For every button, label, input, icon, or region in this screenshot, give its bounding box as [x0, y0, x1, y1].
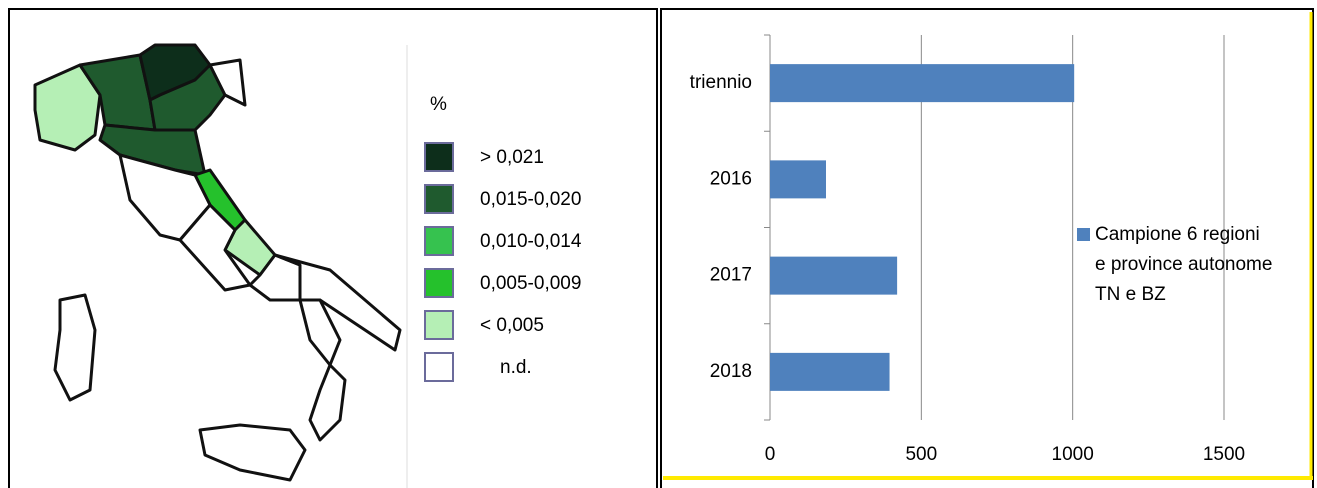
x-tick-label: 500 — [905, 444, 937, 465]
legend-label: 0,015-0,020 — [480, 189, 581, 210]
legend-swatch — [424, 226, 454, 256]
legend-title: % — [430, 94, 447, 115]
legend-label: Campione 6 regioni e province autonome T… — [1095, 224, 1273, 305]
legend-label: n.d. — [500, 357, 532, 378]
map — [33, 43, 402, 482]
bar — [770, 64, 1075, 103]
legend-swatch — [424, 268, 454, 298]
legend-label: 0,010-0,014 — [480, 231, 582, 252]
y-tick-label: 2017 — [710, 265, 752, 286]
x-tick-label: 1500 — [1203, 444, 1245, 465]
legend-swatch — [1077, 228, 1090, 241]
legend-label: > 0,021 — [480, 147, 544, 168]
bar — [770, 256, 898, 295]
region — [148, 63, 227, 132]
region — [178, 203, 252, 292]
legend-label: 0,005-0,009 — [480, 273, 581, 294]
region — [208, 58, 247, 107]
bar — [770, 160, 826, 199]
region — [308, 363, 347, 442]
legend-swatch — [424, 184, 454, 214]
region — [298, 298, 342, 367]
legend-label: < 0,005 — [480, 315, 544, 336]
bar — [770, 352, 890, 391]
legend-swatch — [424, 310, 454, 340]
right-panel — [660, 8, 1314, 488]
left-panel — [8, 8, 658, 488]
y-tick-label: triennio — [690, 72, 752, 93]
legend-swatch — [424, 352, 454, 382]
region — [53, 293, 97, 402]
legend-swatch — [424, 142, 454, 172]
x-tick-label: 0 — [765, 444, 776, 465]
x-tick-label: 1000 — [1052, 444, 1094, 465]
y-tick-label: 2018 — [710, 361, 752, 382]
y-tick-label: 2016 — [710, 168, 752, 189]
region — [273, 253, 402, 352]
region — [198, 423, 307, 482]
